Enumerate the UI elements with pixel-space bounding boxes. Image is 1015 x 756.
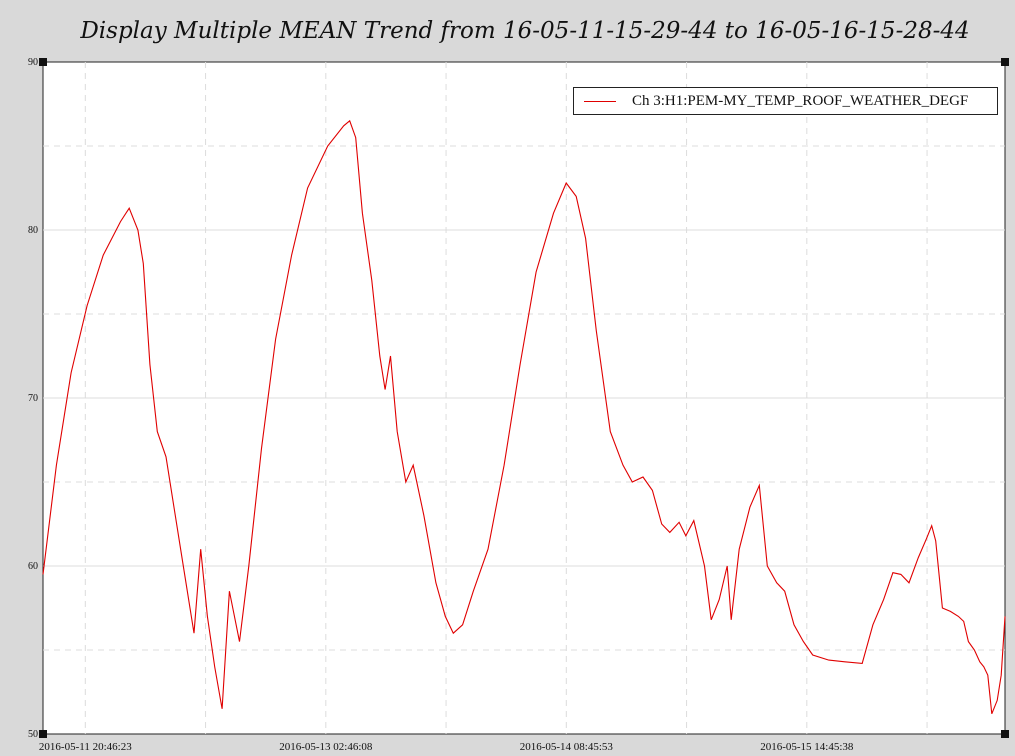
y-tick-label: 60 — [28, 561, 38, 572]
series-line — [42, 119, 1006, 715]
x-tick-label: 2016-05-11 20:46:23 — [39, 741, 132, 753]
axis-ticks: 50 60 70 80 90 2016-05-11 20:46:23 2016-05-13 … — [28, 57, 854, 753]
x-tick-label: 2016-05-14 08:45:53 — [520, 741, 614, 753]
legend-swatch — [584, 100, 616, 102]
y-tick-label: 90 — [28, 57, 38, 68]
resize-handle[interactable] — [1001, 58, 1009, 66]
x-tick-label: 2016-05-15 14:45:38 — [760, 741, 854, 753]
resize-handle[interactable] — [39, 58, 47, 66]
chart-title: Display Multiple MEAN Trend from 16-05-1… — [80, 18, 970, 44]
y-tick-label: 50 — [28, 729, 38, 740]
resize-handle[interactable] — [39, 730, 47, 738]
resize-handle[interactable] — [1001, 730, 1009, 738]
y-tick-label: 80 — [28, 225, 38, 236]
grid — [43, 62, 1005, 734]
y-tick-label: 70 — [28, 393, 38, 404]
x-tick-label: 2016-05-13 02:46:08 — [279, 741, 373, 753]
corner-handles[interactable] — [39, 58, 1009, 738]
legend-label: Ch 3:H1:PEM-MY_TEMP_ROOF_WEATHER_DEGF — [632, 92, 969, 109]
legend: Ch 3:H1:PEM-MY_TEMP_ROOF_WEATHER_DEGF — [573, 87, 998, 115]
